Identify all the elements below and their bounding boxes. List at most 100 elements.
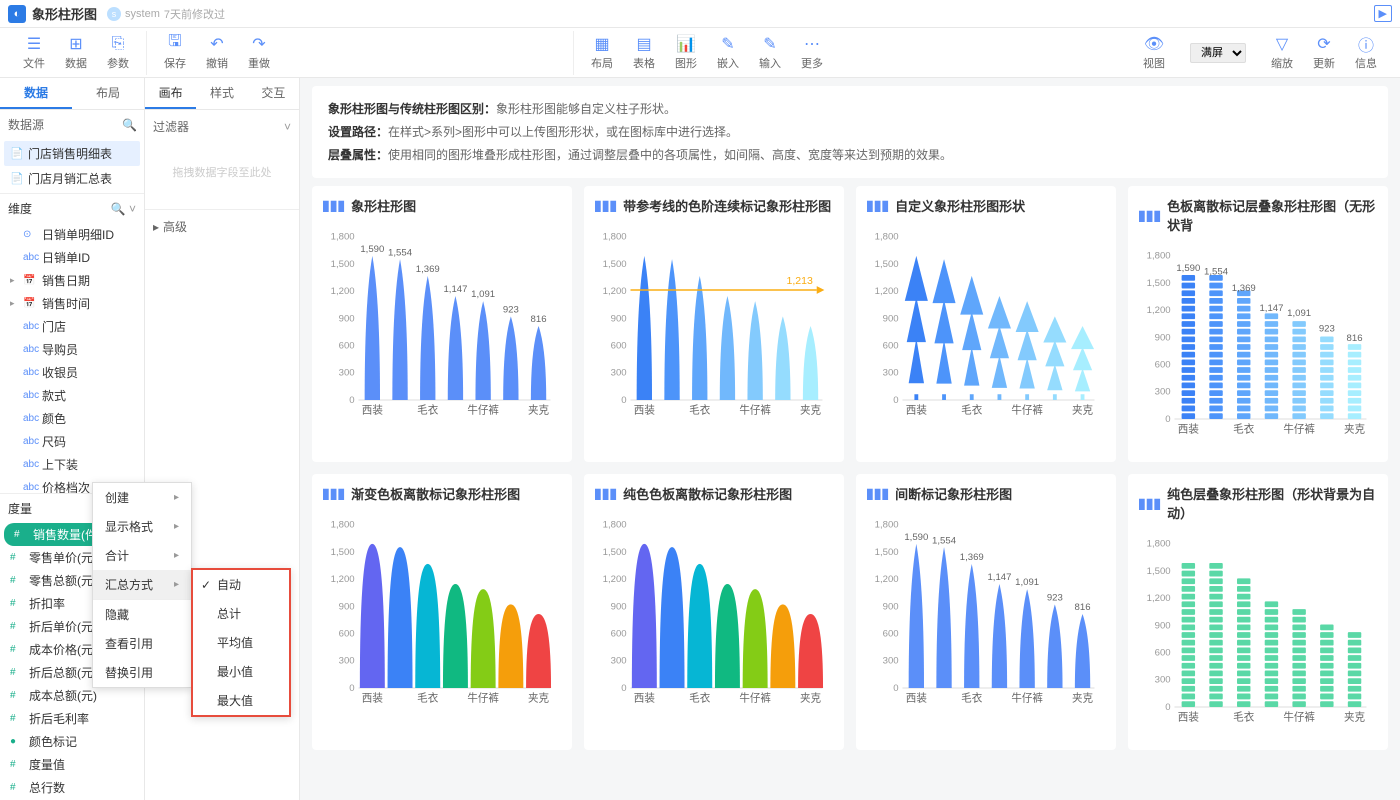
toolbar-布局-button[interactable]: ▦布局 [582,31,622,75]
datasource-item[interactable]: 📄门店销售明细表 [4,141,140,166]
chevron-down-icon[interactable]: ˅ [284,120,291,134]
toolbar-输入-button[interactable]: ✎输入 [750,31,790,75]
svg-text:1,091: 1,091 [1287,309,1311,320]
toolbar-信息-button[interactable]: ⓘ信息 [1346,31,1386,75]
表格-icon: ▤ [635,35,653,53]
dimension-field[interactable]: abc款式 [4,384,140,407]
svg-text:牛仔裤: 牛仔裤 [467,692,499,705]
svg-text:西装: 西装 [362,692,384,705]
field-type-icon: # [10,782,24,793]
toolbar-撤销-button[interactable]: ↶撤销 [197,31,237,75]
submenu-item-最大值[interactable]: 最大值 [193,686,289,715]
toolbar-表格-button[interactable]: ▤表格 [624,31,664,75]
menu-item-创建[interactable]: 创建▸ [93,483,191,512]
measure-field[interactable]: #度量值 [4,753,140,776]
submenu-item-自动[interactable]: 自动 [193,570,289,599]
dimension-field[interactable]: ⊙日销单明细ID [4,223,140,246]
svg-text:毛衣: 毛衣 [1233,423,1255,436]
search-icon[interactable]: 🔍 ˅ [111,202,136,216]
svg-text:1,800: 1,800 [1147,539,1171,550]
svg-text:牛仔裤: 牛仔裤 [1283,711,1315,724]
chart-title: 纯色层叠象形柱形图（形状背景为自动） [1167,484,1378,522]
menu-item-隐藏[interactable]: 隐藏 [93,600,191,629]
table-icon: 📄 [10,172,24,186]
dimension-field[interactable]: abc日销单ID [4,246,140,269]
menu-item-查看引用[interactable]: 查看引用 [93,629,191,658]
menu-item-显示格式[interactable]: 显示格式▸ [93,512,191,541]
mid-tab-画布[interactable]: 画布 [145,78,196,109]
dimension-field[interactable]: abc门店 [4,315,140,338]
svg-text:1,554: 1,554 [1204,267,1229,278]
measure-field[interactable]: ●颜色标记 [4,730,140,753]
dimension-field[interactable]: abc导购员 [4,338,140,361]
toolbar-图形-button[interactable]: 📊图形 [666,31,706,75]
svg-text:毛衣: 毛衣 [417,692,439,705]
toolbar-嵌入-button[interactable]: ✎嵌入 [708,31,748,75]
svg-text:1,500: 1,500 [1147,278,1171,289]
mid-tab-交互[interactable]: 交互 [248,78,299,109]
submenu-item-最小值[interactable]: 最小值 [193,657,289,686]
measure-field[interactable]: #折后毛利率 [4,707,140,730]
dimension-field[interactable]: ▸📅销售时间 [4,292,140,315]
chart-body: 03006009001,2001,5001,800西装毛衣牛仔裤夹克 [1138,530,1378,740]
toolbar-保存-button[interactable]: 🖫保存 [155,31,195,75]
submenu-item-总计[interactable]: 总计 [193,599,289,628]
svg-text:1,800: 1,800 [875,520,899,531]
chart-card[interactable]: ▮▮▮渐变色板离散标记象形柱形图03006009001,2001,5001,80… [312,474,572,750]
advanced-section[interactable]: ▸ 高级 [145,209,299,243]
zoom-select[interactable]: 满屏 [1190,43,1246,63]
svg-text:1,200: 1,200 [875,574,899,585]
svg-text:1,590: 1,590 [904,532,928,543]
chart-card[interactable]: ▮▮▮带参考线的色阶连续标记象形柱形图03006009001,2001,5001… [584,186,844,462]
svg-text:300: 300 [1155,675,1171,686]
chart-card[interactable]: ▮▮▮间断标记象形柱形图03006009001,2001,5001,8001,5… [856,474,1116,750]
menu-item-合计[interactable]: 合计▸ [93,541,191,570]
svg-text:900: 900 [611,602,627,613]
chart-card[interactable]: ▮▮▮色板离散标记层叠象形柱形图（无形状背03006009001,2001,50… [1128,186,1388,462]
dimension-field[interactable]: ▸📅销售日期 [4,269,140,292]
svg-text:1,200: 1,200 [875,286,899,297]
svg-text:西装: 西装 [362,404,384,417]
文件-icon: ☰ [25,35,43,53]
search-icon[interactable]: 🔍 [122,118,136,132]
chart-card[interactable]: ▮▮▮ 纯色层叠象形柱形图（形状背景为自动） 03006009001,2001,50… [1128,474,1388,750]
toolbar-更多-button[interactable]: ⋯更多 [792,31,832,75]
toolbar-缩放-button[interactable]: ▽缩放 [1262,31,1302,75]
menu-item-替换引用[interactable]: 替换引用 [93,658,191,687]
mid-tab-样式[interactable]: 样式 [196,78,247,109]
left-tab-数据[interactable]: 数据 [0,78,72,109]
dimension-field[interactable]: abc颜色 [4,407,140,430]
dimension-field[interactable]: abc尺码 [4,430,140,453]
svg-text:1,369: 1,369 [416,264,440,275]
svg-text:1,590: 1,590 [1176,263,1200,274]
toolbar-更新-button[interactable]: ⟳更新 [1304,31,1344,75]
信息-icon: ⓘ [1357,35,1375,53]
datasource-item[interactable]: 📄门店月销汇总表 [4,166,140,191]
svg-text:0: 0 [621,395,626,406]
dimension-field[interactable]: abc收银员 [4,361,140,384]
toolbar-参数-button[interactable]: ⎘参数 [98,31,138,75]
measure-field[interactable]: #总行数 [4,776,140,799]
toolbar-文件-button[interactable]: ☰文件 [14,31,54,75]
svg-text:毛衣: 毛衣 [689,692,711,705]
svg-text:西装: 西装 [634,404,656,417]
field-type-icon: # [10,690,24,701]
svg-text:1,500: 1,500 [331,259,355,270]
chart-card[interactable]: ▮▮▮自定义象形柱形图形状03006009001,2001,5001,800西装… [856,186,1116,462]
svg-text:816: 816 [531,315,547,326]
chart-icon: ▮▮▮ [1138,495,1161,512]
chart-card[interactable]: ▮▮▮纯色色板离散标记象形柱形图03006009001,2001,5001,80… [584,474,844,750]
filter-drop-zone[interactable]: 拖拽数据字段至此处 [153,143,291,201]
toolbar-重做-button[interactable]: ↷重做 [239,31,279,75]
svg-text:牛仔裤: 牛仔裤 [1011,692,1043,705]
chart-card[interactable]: ▮▮▮象形柱形图03006009001,2001,5001,8001,5901,… [312,186,572,462]
dimension-field[interactable]: abc上下装 [4,453,140,476]
toolbar-数据-button[interactable]: ⊞数据 [56,31,96,75]
toolbar-视图-button[interactable]: 👁视图 [1134,31,1174,75]
svg-text:1,200: 1,200 [1147,593,1171,604]
chart-body: 03006009001,2001,5001,800西装毛衣牛仔裤夹克 [594,511,834,721]
submenu-item-平均值[interactable]: 平均值 [193,628,289,657]
menu-item-汇总方式[interactable]: 汇总方式▸ [93,570,191,599]
left-tab-布局[interactable]: 布局 [72,78,144,109]
preview-icon[interactable]: ▶ [1374,5,1392,22]
